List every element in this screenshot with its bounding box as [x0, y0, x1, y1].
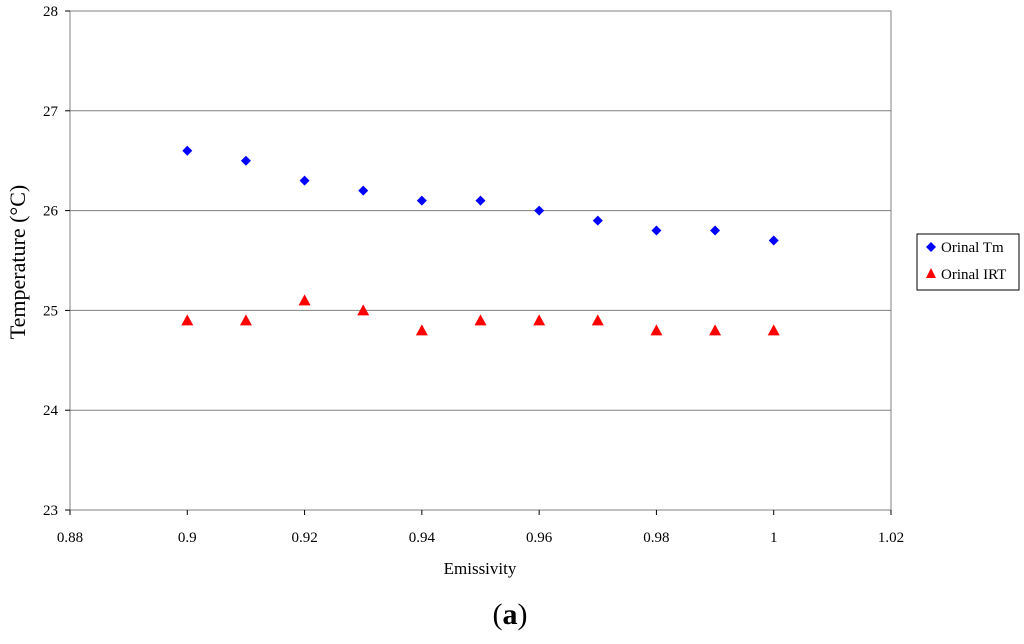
x-tick-label-0.94: 0.94: [409, 530, 436, 546]
caption-close-paren: ): [518, 598, 528, 631]
data-point-orinal-irt-0: [181, 314, 194, 326]
data-point-orinal-irt-7: [591, 314, 604, 326]
data-point-orinal-irt-1: [239, 314, 252, 326]
plot-area-frame: [69, 10, 892, 511]
y-tick-label-23: 23: [43, 503, 58, 519]
y-tick-label-26: 26: [43, 204, 59, 220]
x-tick-label-0.96: 0.96: [526, 530, 553, 546]
legend-marker-orinal-tm: [926, 242, 936, 252]
data-point-orinal-irt-6: [533, 314, 546, 326]
data-point-orinal-tm-10: [768, 235, 779, 246]
x-tick-label-0.9: 0.9: [178, 530, 197, 546]
data-point-orinal-tm-5: [475, 195, 486, 206]
x-axis-label: Emissivity: [444, 559, 517, 578]
data-point-orinal-irt-10: [767, 324, 780, 336]
legend-marker-orinal-irt: [926, 268, 936, 278]
data-point-orinal-tm-2: [299, 175, 310, 186]
data-point-orinal-irt-8: [650, 324, 663, 336]
data-point-orinal-tm-7: [592, 215, 603, 226]
data-point-orinal-tm-3: [358, 185, 369, 196]
x-tick-label-0.88: 0.88: [57, 530, 83, 546]
x-tick-label-0.98: 0.98: [643, 530, 669, 546]
y-tick-label-24: 24: [43, 403, 59, 419]
data-point-orinal-irt-4: [415, 324, 428, 336]
legend-label-orinal-tm: Orinal Tm: [941, 240, 1004, 256]
data-point-orinal-irt-5: [474, 314, 487, 326]
y-tick-label-25: 25: [43, 303, 58, 319]
y-tick-label-27: 27: [43, 104, 59, 120]
legend: Orinal Tm Orinal IRT: [916, 233, 1020, 291]
caption-letter: a: [503, 598, 518, 631]
data-point-orinal-tm-9: [710, 225, 721, 236]
gridlines: [70, 110, 891, 411]
data-point-orinal-tm-8: [651, 225, 662, 236]
y-axis-label: Temperature (°C): [5, 185, 30, 339]
x-tick-label-0.92: 0.92: [291, 530, 317, 546]
x-tick-label-1: 1: [770, 530, 778, 546]
data-point-orinal-irt-3: [357, 304, 370, 316]
data-point-orinal-tm-1: [240, 155, 251, 166]
data-point-orinal-tm-0: [182, 145, 193, 156]
data-point-orinal-tm-6: [534, 205, 545, 216]
legend-box: [916, 233, 1020, 291]
data-point-orinal-irt-9: [709, 324, 722, 336]
y-tick-label-28: 28: [43, 4, 58, 20]
data-point-orinal-irt-2: [298, 294, 311, 306]
caption-open-paren: (: [493, 598, 503, 631]
axis-ticks: 23 24 25 26 27 28 0.88 0.9 0.92 0.94 0.96 0.98 1 1.02: [43, 4, 904, 546]
legend-label-orinal-irt: Orinal IRT: [941, 267, 1006, 283]
data-markers: [181, 145, 780, 336]
data-point-orinal-tm-4: [416, 195, 427, 206]
figure-caption: (a): [493, 598, 528, 631]
x-tick-label-1.02: 1.02: [878, 530, 904, 546]
